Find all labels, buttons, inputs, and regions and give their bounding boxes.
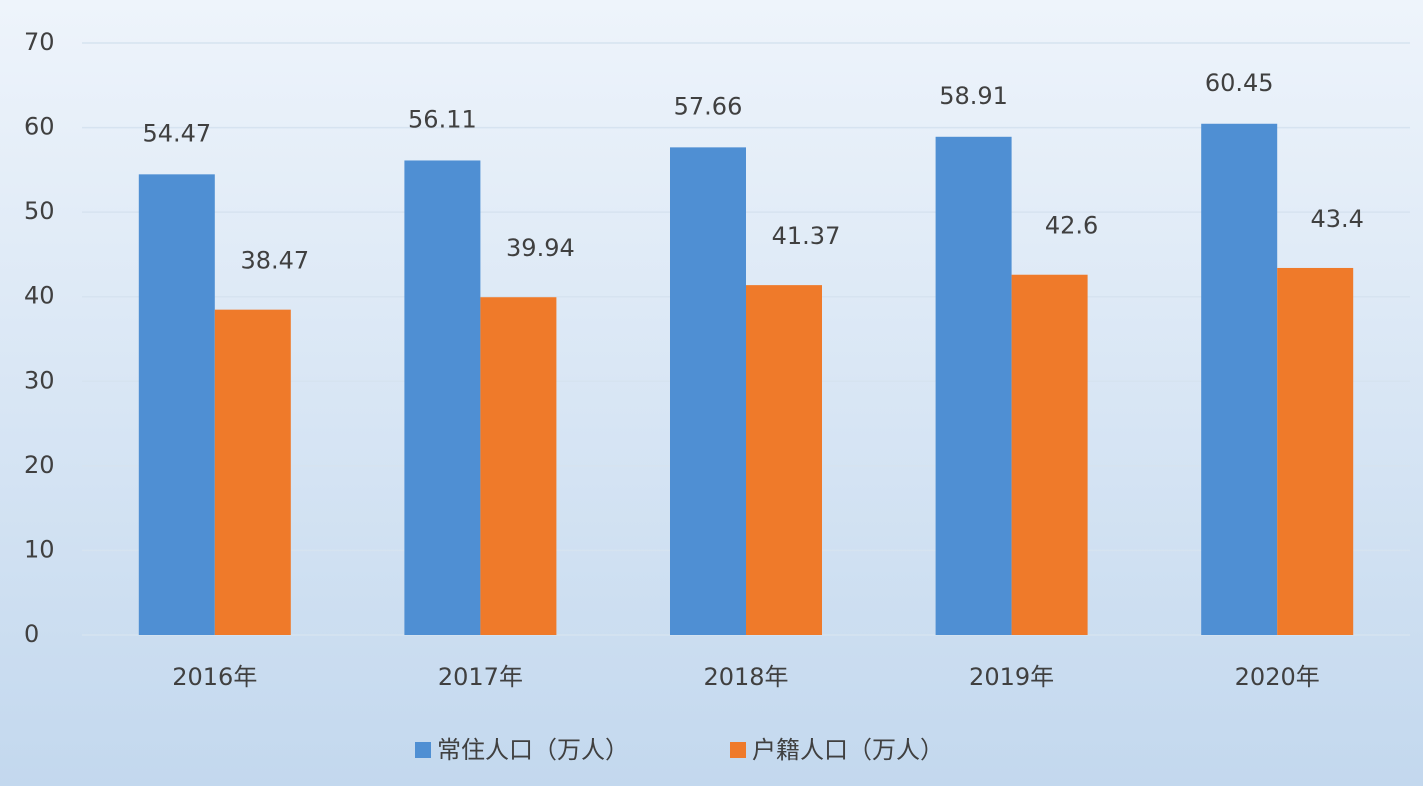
bar: [480, 297, 557, 635]
legend-swatch: [730, 742, 746, 758]
y-tick-label: 20: [24, 451, 55, 479]
bar: [404, 160, 481, 635]
value-label: 39.94: [506, 234, 575, 262]
y-tick-label: 40: [24, 282, 55, 310]
legend-label: 常住人口（万人）: [437, 736, 629, 764]
y-tick-label: 0: [24, 620, 39, 648]
x-tick-label: 2019年: [969, 663, 1054, 691]
value-label: 43.4: [1310, 205, 1363, 233]
bar: [935, 136, 1012, 635]
x-tick-label: 2016年: [172, 663, 257, 691]
value-label: 58.91: [939, 82, 1008, 110]
bar: [214, 309, 291, 635]
bar: [1277, 267, 1354, 635]
bar: [746, 285, 822, 635]
value-label: 42.6: [1045, 212, 1098, 240]
y-tick-label: 70: [24, 28, 55, 56]
bar: [1011, 274, 1088, 635]
y-tick-label: 10: [24, 535, 55, 563]
bar: [670, 147, 746, 635]
bar: [1201, 123, 1278, 635]
x-tick-label: 2020年: [1235, 663, 1320, 691]
value-label: 56.11: [408, 105, 477, 133]
bar: [138, 174, 215, 636]
value-label: 57.66: [674, 92, 743, 120]
x-tick-label: 2018年: [703, 663, 788, 691]
x-tick-label: 2017年: [438, 663, 523, 691]
value-label: 60.45: [1205, 69, 1274, 97]
value-label: 54.47: [142, 119, 211, 147]
legend-label: 户籍人口（万人）: [752, 736, 944, 764]
y-tick-label: 60: [24, 113, 55, 141]
y-tick-label: 50: [24, 197, 55, 225]
legend-swatch: [415, 742, 431, 758]
value-label: 38.47: [240, 247, 309, 275]
y-tick-label: 30: [24, 366, 55, 394]
value-label: 41.37: [772, 222, 841, 250]
